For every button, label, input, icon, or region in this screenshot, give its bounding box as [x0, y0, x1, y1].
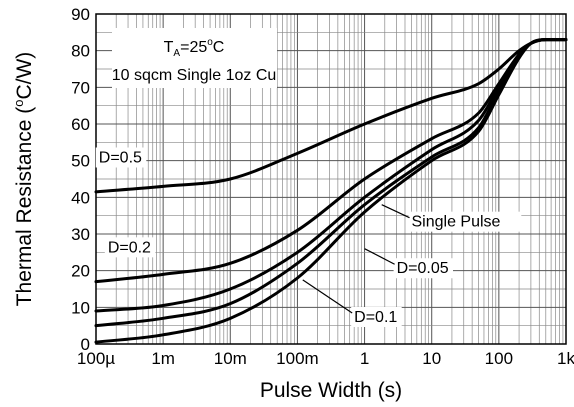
annotation-label: D=0.05 — [397, 260, 449, 277]
annotation-label: D=0.1 — [354, 309, 397, 326]
annotation-pointer — [364, 248, 395, 265]
y-tick-label: 0 — [81, 335, 90, 354]
y-label-unit: C/W) — [13, 52, 36, 100]
temp-prefix: T — [164, 39, 174, 56]
annotation-background — [351, 307, 402, 327]
y-tick-label: 50 — [71, 152, 90, 171]
annotation-label: Single Pulse — [412, 214, 501, 231]
temp-sub: A — [173, 48, 180, 59]
annotation-background — [393, 258, 454, 279]
y-axis-ticks: 0 10 20 30 40 50 60 70 80 90 — [71, 5, 90, 354]
annotation-label: D=0.2 — [108, 239, 151, 256]
conditions-background — [112, 28, 277, 88]
temp-degree: o — [207, 37, 213, 48]
annotation-background — [95, 147, 147, 168]
y-tick-label: 40 — [71, 188, 90, 207]
y-tick-label: 80 — [71, 42, 90, 61]
y-label-main: Thermal Resistance ( — [13, 107, 36, 307]
y-tick-label: 30 — [71, 225, 90, 244]
board-condition: 10 sqcm Single 1oz Cu — [112, 67, 277, 84]
y-tick-label: 60 — [71, 115, 90, 134]
x-tick-label: 1k — [557, 349, 574, 368]
x-axis-ticks: 100µ 1m 10m 100m 1 10 100 1k — [77, 349, 574, 368]
temp-unit: C — [213, 39, 225, 56]
annotation-pointer — [302, 279, 353, 314]
y-axis-label: Thermal Resistance (oC/W) — [11, 52, 36, 307]
y-label-degree: o — [11, 100, 26, 107]
y-tick-label: 20 — [71, 262, 90, 281]
series-annotations: D=0.5 D=0.2 Single Pulse D=0.05 D=0.1 — [95, 147, 522, 327]
y-tick-label: 10 — [71, 298, 90, 317]
temperature-condition: TA=25oC — [164, 37, 225, 59]
series-line-single-pulse — [94, 38, 568, 344]
temp-value: =25 — [180, 39, 207, 56]
x-tick-label: 1 — [360, 349, 369, 368]
x-tick-label: 1m — [151, 349, 175, 368]
conditions-box: TA=25oC 10 sqcm Single 1oz Cu — [112, 28, 277, 88]
x-tick-label: 100µ — [77, 349, 115, 368]
annotation-pointer — [381, 204, 410, 219]
annotation-label: D=0.5 — [99, 150, 142, 167]
series-lines — [94, 38, 568, 344]
x-tick-label: 100m — [276, 349, 319, 368]
plot-frame — [95, 13, 567, 345]
x-tick-label: 10 — [422, 349, 441, 368]
x-tick-label: 100 — [485, 349, 513, 368]
y-tick-label: 70 — [71, 78, 90, 97]
annotation-background — [104, 237, 156, 258]
x-tick-label: 10m — [214, 349, 247, 368]
y-tick-label: 90 — [71, 5, 90, 24]
x-axis-label: Pulse Width (s) — [260, 379, 402, 402]
annotation-background — [408, 211, 522, 232]
